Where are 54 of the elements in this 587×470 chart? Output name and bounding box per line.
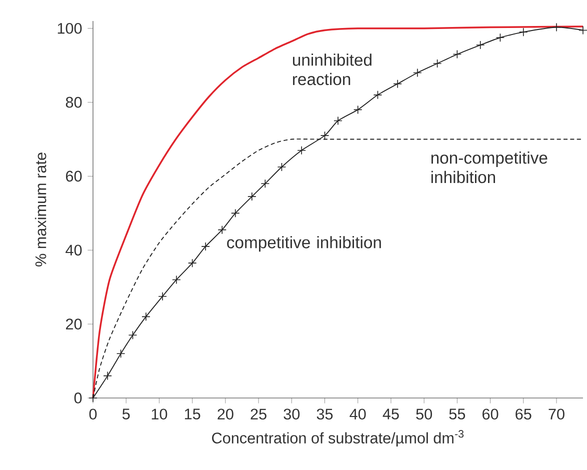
point	[248, 192, 256, 201]
series-label: uninhibited reaction	[292, 54, 372, 86]
point	[88, 394, 98, 402]
y-tick-label: 40	[66, 244, 82, 256]
series-label: non-competitive inhibition	[431, 152, 548, 184]
x-tick-label: 5	[122, 408, 130, 420]
y-tick-label: 60	[66, 170, 82, 182]
x-tick-label: 10	[152, 408, 168, 420]
point	[277, 162, 286, 172]
point	[297, 146, 306, 155]
point	[452, 50, 462, 59]
series-label: competitive inhibition	[227, 236, 381, 252]
x-tick-label: 0	[89, 408, 97, 420]
x-tick-label: 40	[350, 408, 366, 420]
point	[552, 22, 561, 32]
point	[373, 90, 382, 100]
y-tick-label: 80	[66, 96, 82, 108]
point	[518, 28, 528, 36]
x-tick-label: 60	[482, 408, 498, 420]
point	[172, 275, 181, 284]
point	[260, 179, 270, 188]
x-tick-label: 30	[284, 408, 300, 420]
point	[320, 131, 330, 140]
point	[334, 116, 342, 126]
point	[158, 292, 167, 301]
point	[476, 40, 485, 50]
point	[116, 349, 126, 358]
y-tick-label: 20	[66, 318, 82, 330]
y-tick-label: 100	[58, 22, 82, 34]
x-tick-label: 50	[416, 408, 432, 420]
point	[218, 225, 227, 234]
x-tick-label: 55	[449, 408, 466, 420]
point	[201, 242, 210, 251]
x-tick-label: 70	[548, 408, 564, 420]
point	[230, 208, 240, 218]
point	[496, 33, 505, 42]
y-tick-label: 0	[74, 392, 82, 404]
point	[578, 26, 587, 35]
point	[353, 105, 362, 114]
x-axis-title: Concentration of substrate/µmol dm$^{-3}$	[212, 430, 464, 447]
point	[432, 59, 442, 68]
x-tick-label: 35	[316, 408, 333, 420]
x-tick-label: 25	[250, 408, 266, 420]
point	[413, 68, 422, 78]
y-axis-title: % maximum rate	[34, 152, 46, 266]
point	[188, 258, 197, 268]
point	[103, 371, 112, 380]
point	[393, 79, 402, 88]
x-tick-label: 20	[218, 408, 234, 420]
x-tick-label: 65	[516, 408, 532, 420]
point	[128, 330, 138, 340]
x-tick-label: 45	[382, 408, 399, 420]
x-tick-label: 15	[184, 408, 200, 420]
point	[142, 312, 150, 322]
